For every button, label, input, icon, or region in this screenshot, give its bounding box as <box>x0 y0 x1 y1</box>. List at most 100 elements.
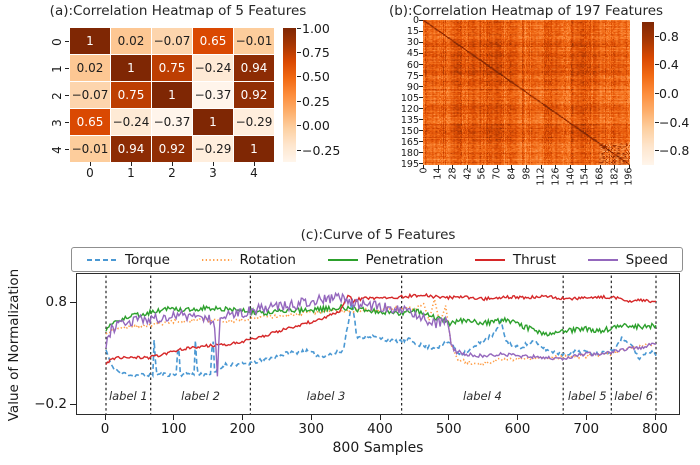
tick-mark <box>254 162 255 166</box>
heatmap-b-col-label: 70 <box>491 167 503 180</box>
tick-mark <box>70 403 76 405</box>
region-label: label 2 <box>181 389 220 403</box>
heatmap-a-cell: −0.37 <box>193 82 233 108</box>
tick-mark <box>570 165 572 169</box>
tick-mark <box>65 95 69 96</box>
curve-torque <box>105 298 657 379</box>
tick-mark <box>481 165 483 169</box>
heatmap-a-cell: 1 <box>111 55 151 81</box>
heatmap-a-row-label: 3 <box>50 119 64 127</box>
legend-line-sample <box>587 258 618 261</box>
tick-mark <box>419 19 423 21</box>
heatmap-a-cell: 0.02 <box>70 55 110 81</box>
tick-mark <box>467 165 469 169</box>
tick-mark <box>419 141 423 143</box>
tick-mark <box>131 162 132 166</box>
colorbar-tick-label: 0.50 <box>302 69 330 85</box>
heatmap-a-col-label: 3 <box>209 166 217 180</box>
legend-item-torque: Torque <box>86 252 170 268</box>
colorbar-tick-label: 0.4 <box>659 57 679 73</box>
heatmap-b-col-label: 98 <box>521 167 532 180</box>
legend-line-sample <box>201 258 232 261</box>
heatmap-a-cell: −0.29 <box>234 109 274 135</box>
x-tick-label: 400 <box>367 421 393 437</box>
heatmap-b-col-label: 28 <box>447 167 459 180</box>
tick-mark <box>540 165 542 169</box>
tick-mark <box>297 76 301 78</box>
x-axis-label: 800 Samples <box>332 440 424 456</box>
colorbar-tick-label: −0.25 <box>302 142 341 158</box>
tick-mark <box>419 108 423 110</box>
heatmap-b-row-label: 165 <box>400 136 419 148</box>
colorbar-tick-label: −0.4 <box>659 114 690 130</box>
tick-mark <box>614 165 616 169</box>
tick-mark <box>172 162 173 166</box>
tick-mark <box>655 121 659 123</box>
heatmap-b-row-label: 105 <box>400 92 419 104</box>
tick-mark <box>448 415 450 420</box>
heatmap-b-row-label: 0 <box>412 15 419 27</box>
colorbar-tick-label: 0.8 <box>659 28 679 44</box>
heatmap-a-cell: 0.65 <box>70 109 110 135</box>
tick-mark <box>104 415 106 420</box>
region-label: label 4 <box>463 389 502 403</box>
tick-mark <box>310 415 312 420</box>
tick-mark <box>655 150 659 152</box>
tick-mark <box>419 119 423 121</box>
colorbar-tick-label: 0.0 <box>659 86 679 101</box>
heatmap-b-row-label: 120 <box>400 103 419 115</box>
tick-mark <box>297 27 301 29</box>
tick-mark <box>555 165 557 169</box>
x-tick-label: 100 <box>160 421 187 437</box>
heatmap-a-cell: −0.37 <box>152 109 192 135</box>
heatmap-a-cell: −0.07 <box>152 28 192 54</box>
heatmap-a-row-label: 0 <box>50 38 64 46</box>
heatmap-a-row-label: 2 <box>50 92 64 100</box>
x-tick-label: 200 <box>229 421 256 437</box>
legend-label: Rotation <box>239 251 296 268</box>
tick-mark <box>496 165 498 169</box>
heatmap-a-cell: 0.92 <box>152 136 192 162</box>
tick-mark <box>655 64 659 66</box>
panel-a-title: (a):Correlation Heatmap of 5 Features <box>49 3 307 19</box>
colorbar-b <box>642 22 654 165</box>
tick-mark <box>419 52 423 54</box>
tick-mark <box>419 152 423 154</box>
tick-mark <box>419 130 423 132</box>
tick-mark <box>297 149 301 151</box>
curve-thrust <box>105 292 657 365</box>
colorbar-a <box>283 28 296 162</box>
panel-b-title: (b):Correlation Heatmap of 197 Features <box>388 3 664 19</box>
tick-mark <box>517 415 518 420</box>
colorbar-tick-label: 1.00 <box>302 20 330 36</box>
tick-mark <box>297 125 301 127</box>
heatmap-a-col-label: 4 <box>250 166 258 180</box>
legend-item-speed: Speed <box>587 252 668 268</box>
heatmap-b-row-label: 90 <box>406 81 419 93</box>
tick-mark <box>452 165 454 169</box>
tick-mark <box>599 165 601 169</box>
x-tick-label: 300 <box>298 421 325 437</box>
heatmap-a-cell: 0.92 <box>234 82 274 108</box>
heatmap-b-col-label: 196 <box>623 167 635 186</box>
colorbar-tick-label: 0.75 <box>302 44 330 60</box>
tick-mark <box>90 162 91 166</box>
heatmap-b-row-label: 30 <box>406 37 419 49</box>
legend-line-sample <box>87 258 117 261</box>
heatmap-a-col-label: 0 <box>86 166 94 180</box>
tick-mark <box>419 64 423 66</box>
heatmap-b <box>423 20 630 165</box>
tick-mark <box>526 165 527 169</box>
tick-mark <box>655 35 659 37</box>
heatmap-b-col-label: 84 <box>506 167 518 180</box>
legend-label: Thrust <box>512 251 557 268</box>
tick-mark <box>419 163 423 165</box>
tick-mark <box>65 149 69 150</box>
heatmap-b-row-label: 75 <box>406 70 419 82</box>
tick-mark <box>584 165 586 169</box>
tick-mark <box>70 301 76 303</box>
y-axis-label: Value of Normalization <box>6 268 22 422</box>
colorbar-tick-label: 0.00 <box>302 118 330 134</box>
heatmap-b-row-label: 180 <box>400 147 419 159</box>
